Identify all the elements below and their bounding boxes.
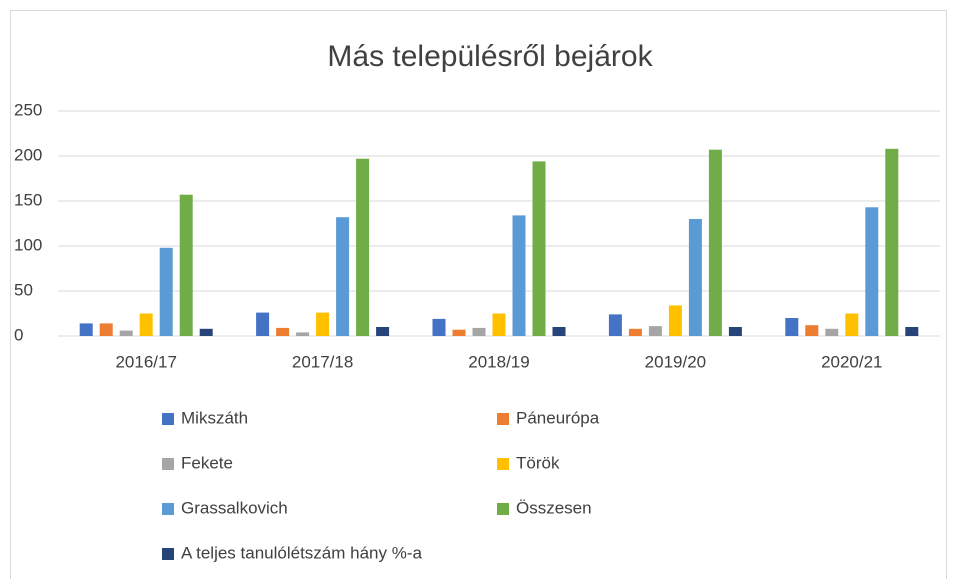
bar [688,219,702,336]
bar [199,328,213,336]
bar [296,332,310,336]
x-tick-label: 2018/19 [468,352,529,371]
legend-label: Fekete [181,453,233,472]
bar [79,323,93,336]
y-tick-label: 100 [14,235,42,254]
bar [452,329,466,336]
bar [276,327,290,336]
legend-label: Mikszáth [181,408,248,427]
legend-swatch [497,458,509,470]
y-tick-label: 150 [14,190,42,209]
bar [512,215,526,336]
bar [885,148,899,336]
bar [805,325,819,336]
bar [119,330,133,336]
bar [708,149,722,336]
bar [532,161,546,336]
x-tick-label: 2020/21 [821,352,882,371]
legend-label: A teljes tanulólétszám hány %-a [181,543,423,562]
y-tick-label: 50 [14,280,33,299]
bar [728,327,742,336]
bar [865,207,879,336]
legend-swatch [162,413,174,425]
legend-swatch [162,458,174,470]
legend-label: Török [516,453,560,472]
bar [648,326,662,336]
legend-label: Összesen [516,498,592,517]
y-tick-label: 0 [14,325,23,344]
chart-frame [10,10,947,584]
legend-swatch [497,503,509,515]
x-tick-label: 2019/20 [645,352,706,371]
bar [668,305,682,336]
bar [552,327,566,336]
x-tick-label: 2017/18 [292,352,353,371]
bar [376,327,390,336]
legend-label: Páneurópa [516,408,600,427]
chart-title: Más településről bejárok [327,40,653,73]
bar [472,327,486,336]
legend-swatch [162,548,174,560]
y-tick-label: 200 [14,145,42,164]
bar [139,313,153,336]
legend-swatch [497,413,509,425]
legend-label: Grassalkovich [181,498,288,517]
bar [905,327,919,336]
bar [99,323,113,336]
bar [159,247,173,336]
bar [336,217,350,336]
bar [845,313,859,336]
bar [179,194,193,336]
bar [356,158,370,336]
legend-swatch [162,503,174,515]
bar [316,312,330,336]
x-tick-label: 2016/17 [115,352,176,371]
y-tick-label: 250 [14,100,42,119]
bar [608,314,622,336]
bar [785,318,799,336]
bar [256,312,270,336]
bar [492,313,506,336]
bar [825,328,839,336]
bar [628,328,642,336]
bar [432,318,446,336]
